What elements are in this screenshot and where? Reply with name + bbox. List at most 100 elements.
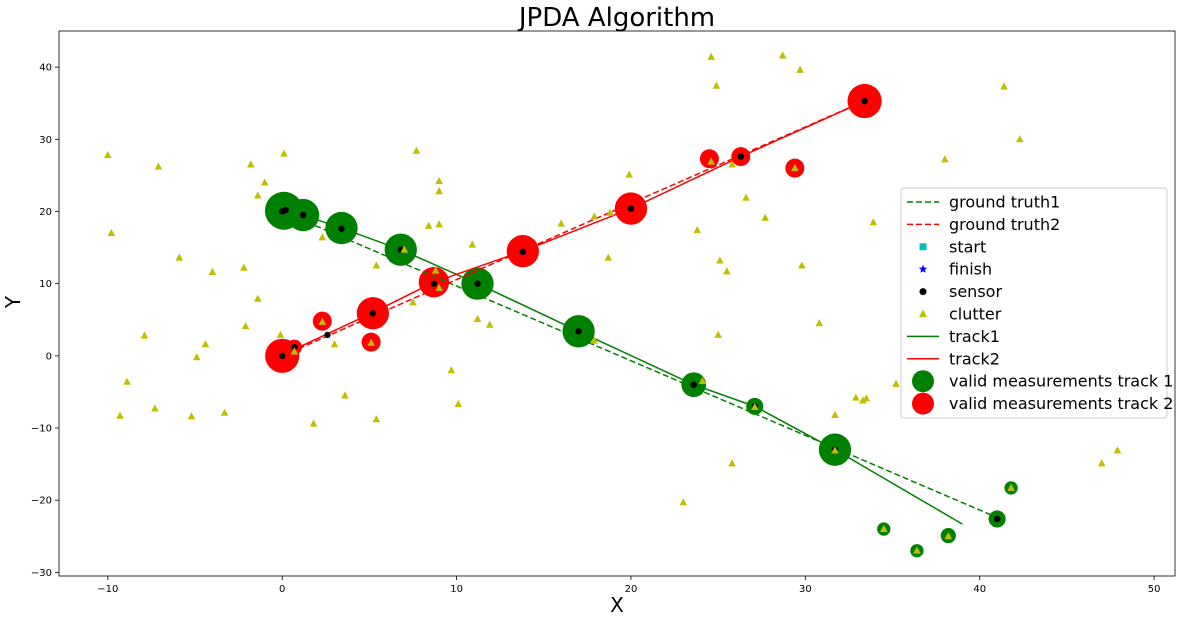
clutter-point: [435, 220, 443, 228]
clutter-point: [254, 294, 262, 302]
clutter-point: [123, 377, 131, 385]
clutter-point: [318, 317, 327, 325]
legend-clutter-label: clutter: [949, 305, 1002, 324]
legend-sensor-marker: [919, 288, 927, 296]
clutter-point: [276, 330, 285, 338]
sensor-point: [519, 248, 527, 256]
clutter-point: [728, 160, 736, 168]
clutter-point: [625, 170, 633, 178]
x-tick-label: 30: [799, 584, 812, 595]
clutter-point: [435, 176, 443, 185]
clutter-point: [1007, 483, 1015, 491]
clutter-point: [260, 178, 269, 186]
clutter-point: [220, 408, 229, 416]
sensor-point: [861, 97, 868, 105]
clutter-point: [485, 320, 494, 328]
clutter-point: [742, 193, 750, 201]
clutter-point: [714, 330, 722, 338]
clutter-point: [913, 546, 921, 554]
x-tick-label: 50: [1148, 584, 1161, 595]
clutter-point: [1016, 135, 1024, 143]
clutter-point: [880, 524, 888, 533]
clutter-point: [254, 191, 262, 199]
clutter-point: [318, 233, 327, 241]
x-tick-label: 10: [450, 584, 463, 595]
clutter-point: [852, 393, 860, 401]
clutter-point: [1113, 446, 1122, 454]
sensor-point: [474, 280, 481, 287]
clutter-point: [424, 221, 433, 229]
track1-line: [282, 210, 963, 525]
clutter-point: [372, 415, 381, 423]
clutter-point: [606, 208, 614, 216]
clutter-point: [831, 410, 839, 418]
clutter-point: [151, 404, 159, 412]
clutter-point: [761, 213, 769, 221]
y-tick-label: 0: [46, 351, 52, 362]
y-axis-label: Y: [1, 295, 25, 309]
clutter-point: [604, 253, 613, 261]
legend-start-label: start: [949, 237, 986, 256]
clutter-point: [412, 146, 421, 154]
legend-valid2-marker: [912, 392, 934, 415]
clutter-point: [192, 353, 201, 361]
clutter-point: [201, 340, 210, 348]
clutter-point: [698, 376, 707, 385]
track2-line: [281, 100, 865, 357]
ground-truth2-line: [281, 100, 865, 357]
clutter-point: [409, 298, 417, 306]
legend-start-marker: [919, 243, 927, 251]
clutter-point: [104, 150, 112, 159]
legend-valid1-label: valid measurements track 1: [949, 372, 1173, 391]
sensor-point: [369, 310, 377, 317]
legend-clutter-marker: [918, 309, 928, 318]
clutter-point: [435, 187, 443, 195]
y-tick-label: −20: [31, 496, 52, 507]
clutter-point: [712, 81, 721, 89]
plot-area: [104, 51, 1122, 558]
sensor-point: [575, 328, 582, 335]
y-tick-label: 20: [39, 207, 52, 218]
clutter-point: [590, 336, 599, 344]
clutter-point: [435, 283, 443, 291]
legend-sensor-label: sensor: [949, 282, 1002, 301]
clutter-point: [892, 379, 900, 387]
y-tick-label: −30: [31, 568, 52, 579]
sensor-point: [993, 515, 1001, 523]
clutter-point: [728, 459, 736, 467]
clutter-point: [869, 218, 878, 226]
clutter-point: [778, 51, 787, 59]
legend-finish-marker: [918, 264, 928, 273]
clutter-point: [154, 162, 163, 170]
clutter-point: [679, 498, 688, 506]
sensor-point: [282, 206, 289, 214]
legend-ground_truth2-label: ground truth2: [949, 215, 1060, 234]
sensor-point: [299, 211, 307, 219]
legend-track2-label: track2: [949, 349, 1000, 368]
ground-truth1-line: [281, 210, 1000, 519]
clutter-point: [707, 52, 715, 60]
clutter-point: [1097, 459, 1106, 467]
legend-ground_truth1-label: ground truth1: [949, 193, 1060, 212]
clutter-point: [815, 319, 824, 327]
sensor-point: [430, 280, 438, 287]
x-tick-label: 20: [625, 584, 638, 595]
clutter-point: [723, 267, 731, 275]
clutter-point: [796, 65, 804, 73]
clutter-point: [372, 261, 381, 269]
clutter-point: [208, 267, 217, 276]
chart-title: JPDA Algorithm: [517, 3, 715, 33]
clutter-point: [341, 391, 349, 399]
clutter-point: [330, 340, 339, 348]
clutter-point: [798, 261, 806, 269]
clutter-point: [280, 149, 288, 157]
clutter-point: [447, 366, 456, 374]
sensor-point: [291, 343, 298, 351]
y-tick-label: 30: [39, 135, 52, 146]
y-tick-label: 40: [39, 63, 52, 74]
clutter-point: [944, 532, 953, 540]
legend-track1-label: track1: [949, 327, 1000, 346]
clutter-point: [107, 228, 116, 237]
clutter-point: [693, 226, 701, 234]
